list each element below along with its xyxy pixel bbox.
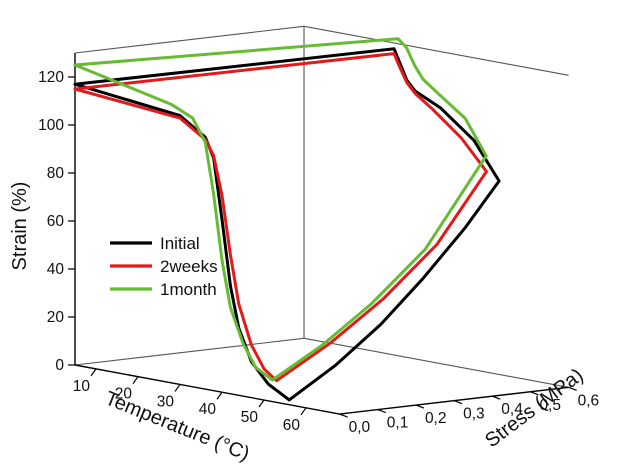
stress-tick-label: 0,5 xyxy=(539,397,561,414)
stress-tick-label: 0,0 xyxy=(349,419,371,436)
stress-axis-label: Stress (MPa) xyxy=(481,364,587,452)
temperature-tick-label: 50 xyxy=(241,409,259,426)
strain-axis-label: Strain (%) xyxy=(9,182,31,271)
strain-tick-label: 0 xyxy=(55,357,64,374)
strain-tick-label: 60 xyxy=(47,213,65,230)
legend-label-1month: 1month xyxy=(160,280,217,299)
temperature-tick-mark xyxy=(174,384,181,392)
strain-tick-label: 80 xyxy=(47,165,65,182)
top-back-edge xyxy=(303,25,569,76)
stress-tick-mark xyxy=(415,404,425,409)
stress-tick-mark xyxy=(492,395,501,400)
stress-tick-mark xyxy=(453,400,463,405)
stress-tick-label: 0,6 xyxy=(578,392,600,409)
series-1month-line xyxy=(73,37,488,382)
strain-tick-label: 100 xyxy=(38,117,64,134)
stress-tick-mark xyxy=(377,409,386,414)
strain-tick-label: 40 xyxy=(47,261,65,278)
temperature-tick-label: 20 xyxy=(115,386,133,403)
legend-label-2weeks: 2weeks xyxy=(160,257,218,276)
stress-tick-mark xyxy=(568,386,577,391)
stress-tick-mark xyxy=(339,413,348,418)
strain-tick-label: 120 xyxy=(38,69,64,86)
stress-tick-label: 0,1 xyxy=(387,415,409,432)
stress-tick-mark xyxy=(530,391,539,396)
temperature-tick-mark xyxy=(258,399,265,408)
temperature-tick-mark xyxy=(300,407,307,416)
temperature-tick-mark xyxy=(216,391,223,400)
temperature-tick-label: 30 xyxy=(157,393,175,410)
axes-box xyxy=(74,25,569,415)
legend-label-Initial: Initial xyxy=(160,234,200,253)
temperature-tick-mark xyxy=(90,368,97,377)
series-2weeks-line xyxy=(73,52,488,383)
floor-left-edge xyxy=(74,337,305,366)
axis-ticks: 0 20 40 60 80 100 120 10 20 30 40 50 60 0,0 0,1 0,2 0,3 0… xyxy=(38,69,599,436)
temperature-tick-label: 60 xyxy=(283,417,301,434)
stress-tick-label: 0,2 xyxy=(425,410,447,427)
top-left-edge xyxy=(74,25,305,54)
temperature-tick-label: 10 xyxy=(73,378,91,395)
legend: Initial 2weeks 1month xyxy=(110,234,218,299)
series-Initial-line xyxy=(73,47,501,402)
plot-curves xyxy=(73,37,501,402)
temperature-tick-label: 40 xyxy=(199,401,217,418)
strain-tick-label: 20 xyxy=(47,309,65,326)
temperature-axis-line xyxy=(74,364,340,415)
floor-back-edge xyxy=(303,337,569,388)
stress-tick-label: 0,4 xyxy=(501,401,523,418)
stress-tick-label: 0,3 xyxy=(463,406,485,423)
temperature-axis-label: Temperature (°C) xyxy=(102,387,253,465)
temperature-tick-mark xyxy=(132,376,139,385)
